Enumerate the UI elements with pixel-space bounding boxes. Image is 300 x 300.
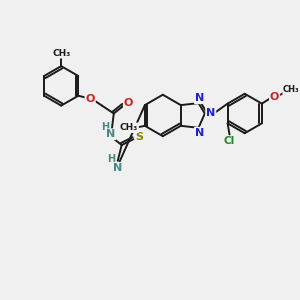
Text: S: S: [136, 132, 143, 142]
Text: CH₃: CH₃: [283, 85, 300, 94]
Text: O: O: [270, 92, 279, 102]
Text: CH₃: CH₃: [52, 49, 70, 58]
Text: N: N: [206, 109, 215, 118]
Text: N: N: [113, 163, 122, 173]
Text: O: O: [124, 98, 133, 108]
Text: N: N: [195, 128, 204, 138]
Text: H: H: [101, 122, 109, 132]
Text: H: H: [107, 154, 115, 164]
Text: Cl: Cl: [224, 136, 235, 146]
Text: N: N: [195, 93, 204, 103]
Text: CH₃: CH₃: [120, 123, 138, 132]
Text: O: O: [85, 94, 95, 104]
Text: N: N: [106, 129, 116, 139]
